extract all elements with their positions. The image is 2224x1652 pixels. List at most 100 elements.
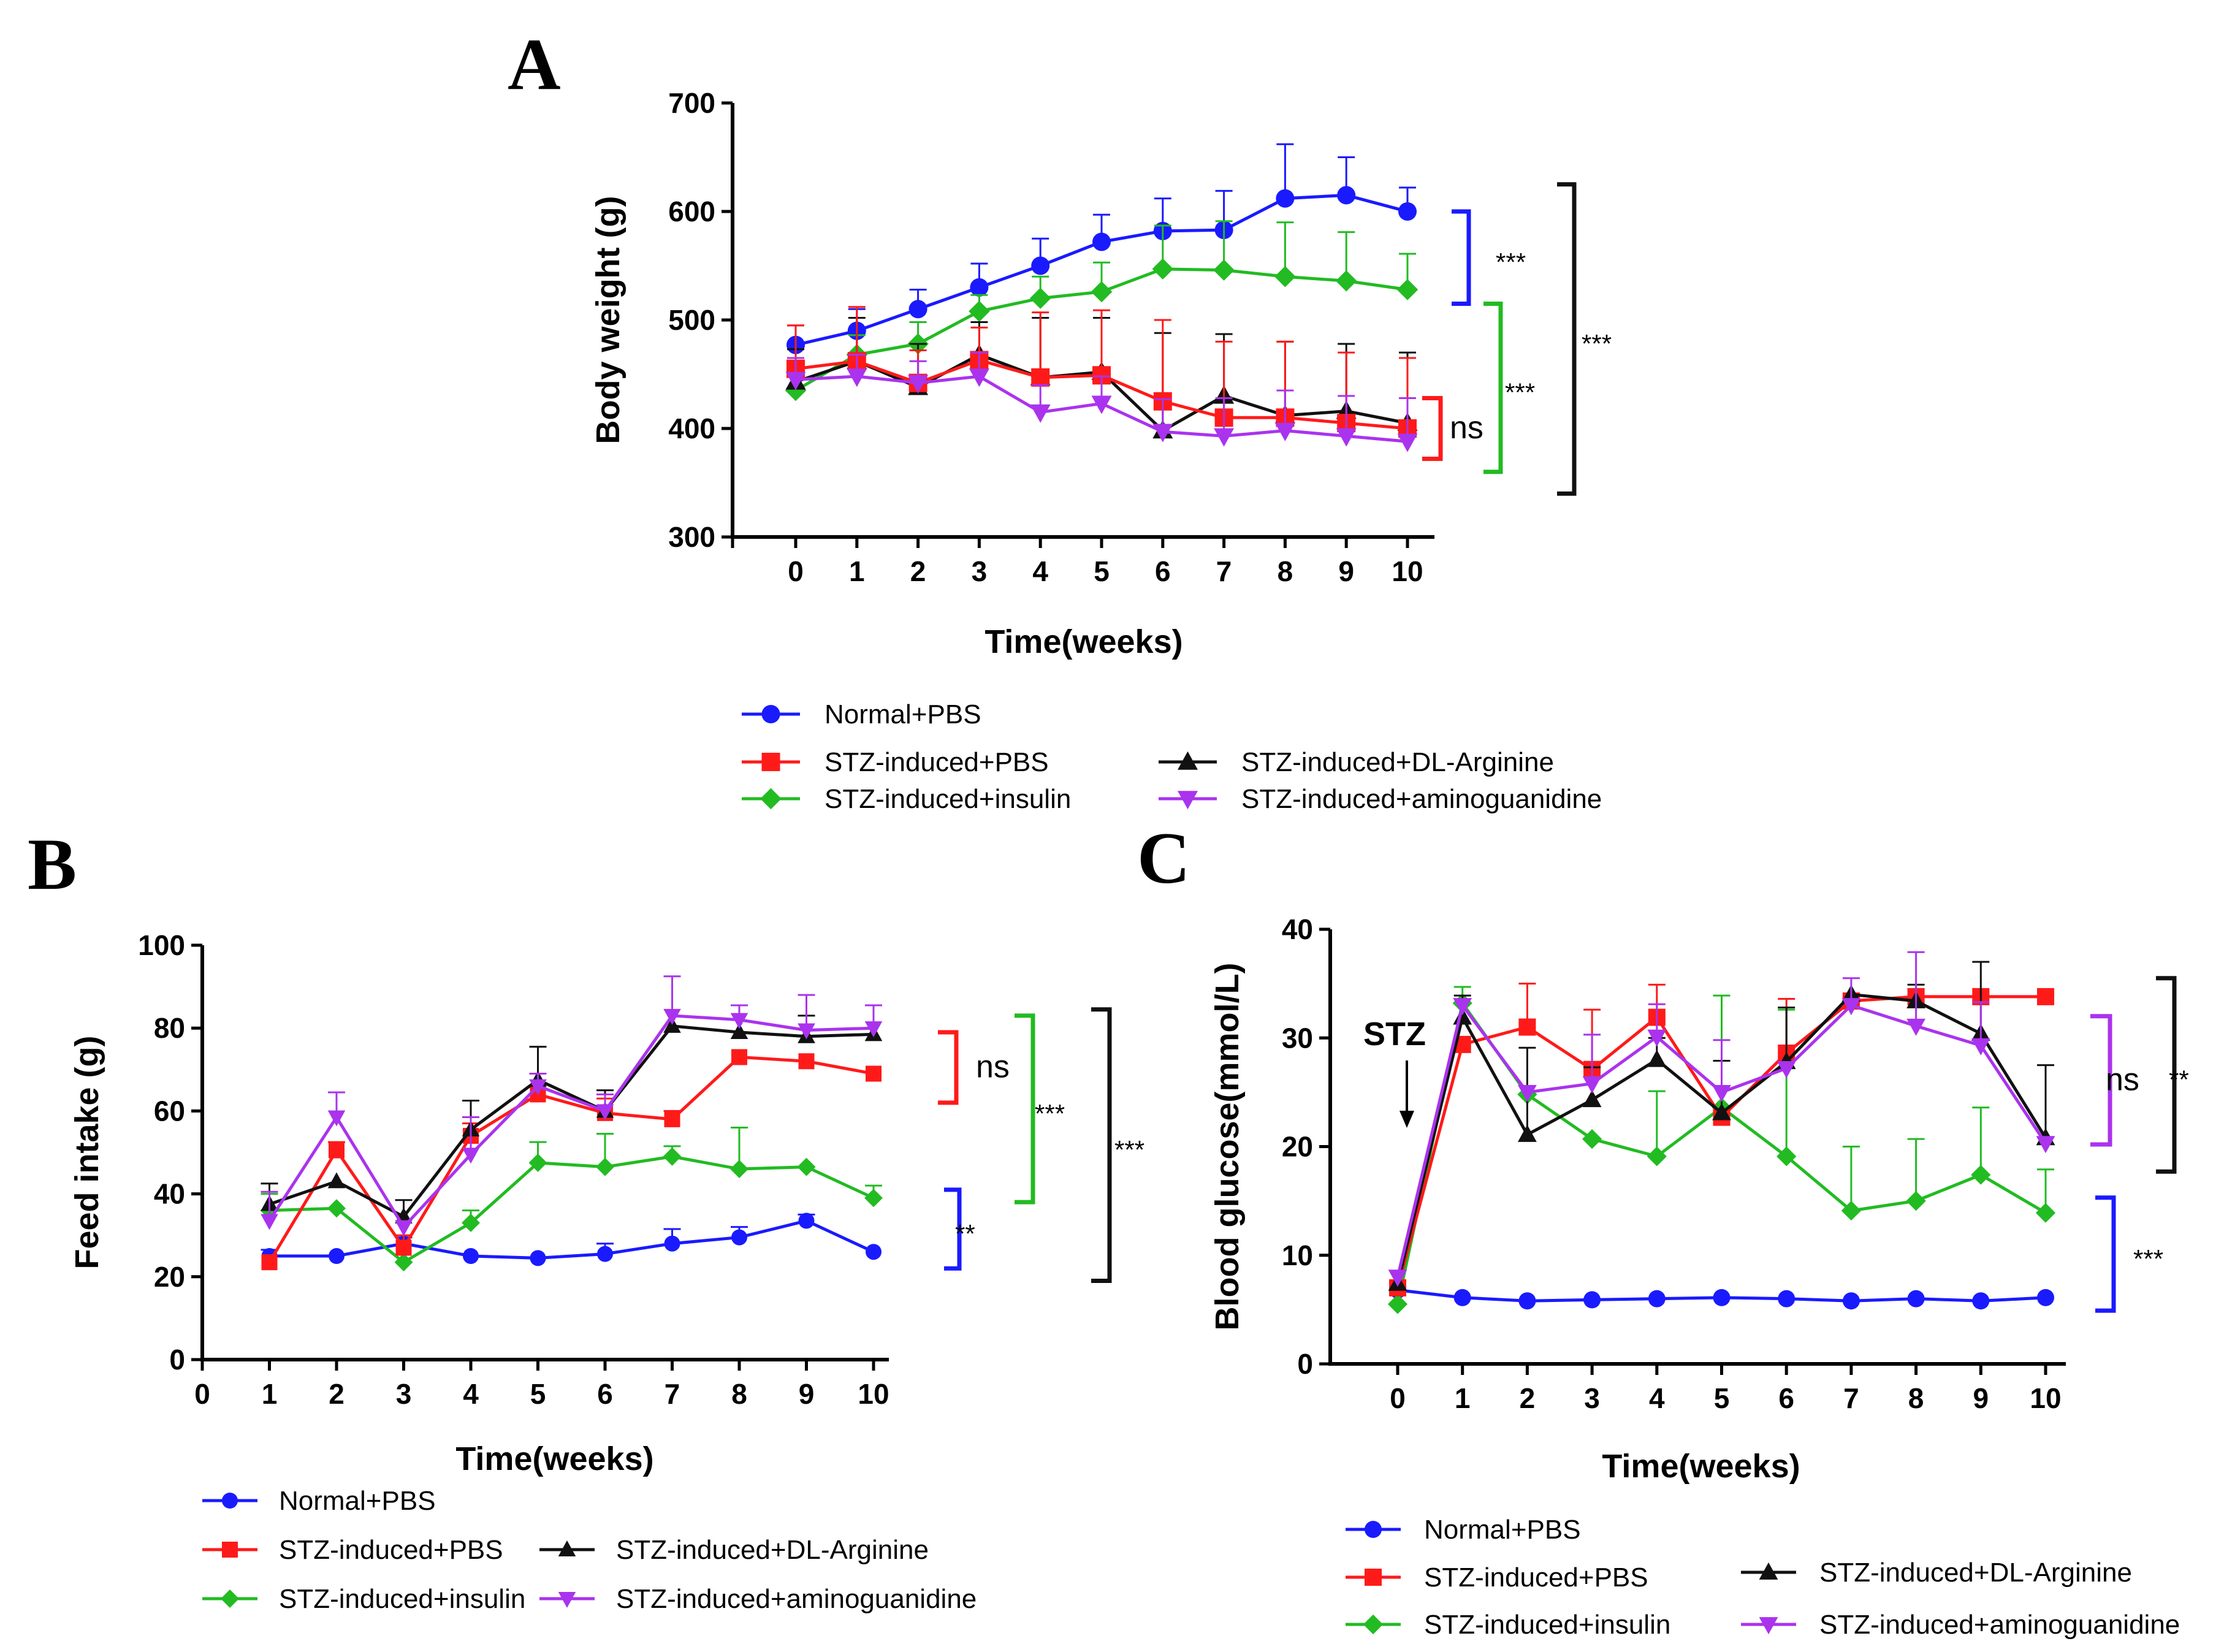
y-tick-label: 40 [154,1178,185,1210]
panel-b-chart: 0 20 40 60 80 100 0 1 2 3 4 5 6 7 8 9 10 Time(weeks) Feed … [69,929,1144,1477]
legend-marker [761,705,780,723]
y-tick-label: 0 [1297,1348,1313,1380]
x-tick-label: 2 [329,1378,345,1410]
stz-injection-label: STZ [1363,1016,1426,1052]
data-point [261,1214,278,1230]
data-point [908,375,929,394]
x-tick-label: 10 [2030,1382,2061,1414]
x-tick-label: 0 [788,555,804,587]
significance-bracket [1091,1007,1112,1284]
data-point [1971,1165,1991,1185]
y-tick-label: 20 [1282,1131,1313,1163]
x-tick-label: 7 [1216,555,1232,587]
x-tick-label: 1 [262,1378,278,1410]
y-tick-label: 400 [668,413,715,444]
x-tick-label: 4 [1649,1382,1665,1414]
significance-label: ns [1450,410,1483,446]
x-tick-label: 0 [1390,1382,1406,1414]
legend-marker [1759,1617,1778,1635]
data-point [2036,1136,2055,1154]
data-point [530,1250,546,1266]
x-tick-label: 6 [1155,555,1171,587]
data-point [1647,1029,1667,1047]
legend-item-stz_aminoguanidine: STZ-induced+aminoguanidine [539,1584,977,1614]
x-tick-label: 0 [194,1378,210,1410]
x-tick-label: 10 [1392,555,1423,587]
series-stz_aminoguanidine [785,351,1418,452]
significance-bracket [938,1030,959,1105]
data-point [730,1160,748,1178]
data-point [1841,998,1861,1016]
data-point [2035,1203,2056,1223]
significance-bracket [1483,301,1503,474]
y-tick-label: 100 [138,929,185,961]
data-point [797,1157,816,1176]
data-point [1648,1290,1666,1308]
significance-label: *** [1582,329,1612,358]
data-point [730,1023,748,1040]
data-point [1841,1200,1861,1221]
data-point [731,1229,747,1246]
data-point [261,1254,278,1271]
legend-marker [1365,1521,1382,1538]
legend-item-stz_pbs: STZ-induced+PBS [1346,1563,1648,1593]
data-point [1396,279,1419,300]
data-point [731,1049,747,1065]
legend-marker [222,1542,238,1558]
legend-label: Normal+PBS [279,1486,436,1516]
x-tick-label: 7 [665,1378,680,1410]
data-point [1582,1076,1602,1094]
y-tick-label: 500 [668,304,715,336]
legend-label: STZ-induced+insulin [824,784,1071,814]
significance-label: *** [1035,1099,1065,1128]
legend-marker [558,1591,576,1608]
significance-label: *** [1505,378,1535,407]
x-tick-label: 3 [396,1378,412,1410]
x-tick-label: 5 [1094,555,1110,587]
data-point [908,300,927,319]
data-point [327,1199,346,1218]
data-point [2037,988,2054,1005]
series-normal_pbs [1389,1281,2054,1310]
data-point [394,1253,413,1272]
significance-bracket [1015,1013,1035,1205]
legend-item-normal_pbs: Normal+PBS [202,1486,436,1516]
legend-item-stz_arginine: STZ-induced+DL-Arginine [539,1535,929,1565]
significance-bracket [1452,209,1471,306]
data-point [1777,1146,1797,1167]
panel-a-legend: Normal+PBS STZ-induced+PBS STZ-induced+ins… [742,699,1602,814]
panel-c-letter: C [1137,817,1190,899]
significance-bracket [944,1187,962,1271]
data-point [1031,256,1050,275]
significance-label: ns [2106,1062,2139,1097]
x-axis-title: Time(weeks) [1602,1448,1800,1485]
panel-b-legend: Normal+PBS STZ-induced+PBS STZ-induced+ins… [202,1486,977,1614]
data-point [1906,1018,1925,1036]
legend-label: Normal+PBS [824,699,981,729]
x-tick-label: 4 [463,1378,479,1410]
data-point [1907,1290,1925,1308]
data-point [463,1248,479,1264]
legend-label: STZ-induced+PBS [1424,1563,1648,1593]
panel-b-letter: B [28,823,77,905]
panel-c-chart: 0 10 20 30 40 0 1 2 3 4 5 6 7 8 9 10 Time(weeks) Blood gl… [1209,913,2189,1485]
series-normal_pbs [786,143,1417,354]
data-point [1583,1291,1601,1309]
x-tick-label: 8 [731,1378,747,1410]
data-point [1092,232,1111,251]
legend-marker [1363,1614,1384,1635]
significance-label: *** [1114,1135,1144,1164]
data-point [1518,1018,1536,1036]
data-point [1213,259,1235,281]
series-stz_arginine [261,1014,883,1224]
data-point [596,1157,614,1176]
data-point [462,1148,480,1164]
stz-arrow-head [1400,1111,1414,1128]
y-axis-title: Blood glucose(mmol/L) [1209,963,1246,1331]
significance-bracket [1422,395,1443,462]
data-point [1518,1124,1537,1142]
data-point [664,1235,680,1252]
data-point [1336,428,1357,447]
data-point [329,1142,345,1159]
